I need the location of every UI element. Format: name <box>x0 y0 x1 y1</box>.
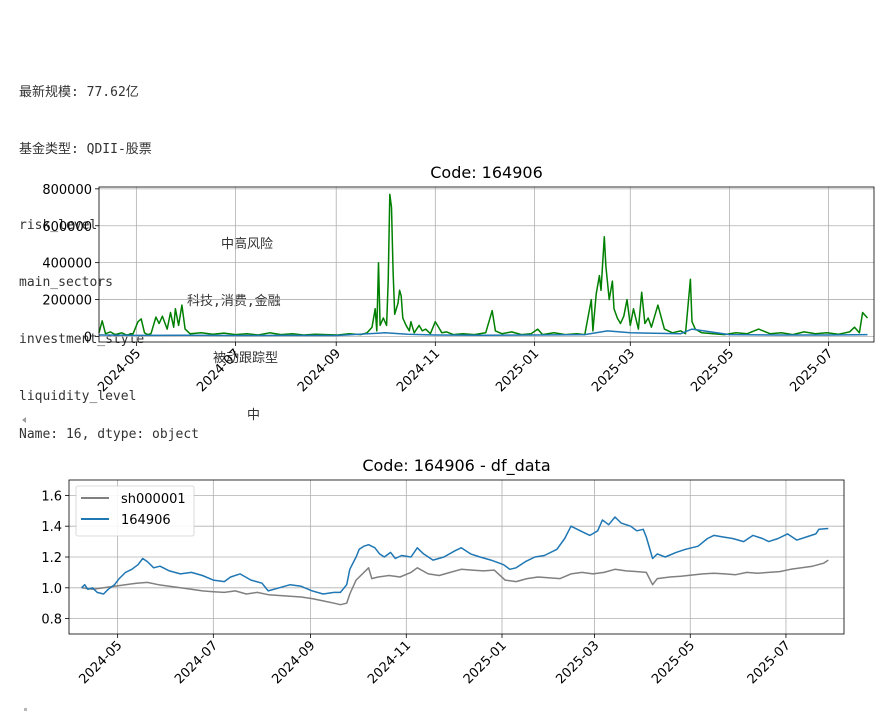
x-tick-label: 2024-11 <box>365 638 414 687</box>
liquidity-level-row: liquidity_level 中 <box>19 368 260 423</box>
y-tick-label: 1.0 <box>41 582 62 597</box>
x-tick-label: 2024-05 <box>95 346 144 395</box>
x-tick-label: 2025-05 <box>649 638 698 687</box>
series-line-164906 <box>81 516 829 595</box>
chart-title: Code: 164906 - df_data <box>362 456 550 476</box>
risk-level-row: risk_level 中高风险 <box>19 197 273 252</box>
y-tick-label: 200000 <box>42 294 92 309</box>
x-tick-label: 2024-05 <box>76 638 125 687</box>
fund-type-line: 基金类型: QDII-股票 <box>19 142 152 157</box>
y-tick-label: 0 <box>84 330 92 345</box>
risk-level-value: 中高风险 <box>221 237 274 252</box>
risk-level-key: risk_level <box>19 218 98 233</box>
series-footer-line: Name: 16, dtype: object <box>19 427 200 442</box>
series-line-sh000001 <box>81 559 829 606</box>
volume-chart: Code: 164906 0 200000 400000 600000 800000 202… <box>42 163 875 395</box>
scroll-indicator[interactable] <box>24 708 27 711</box>
scroll-left-arrow-icon[interactable] <box>22 417 26 423</box>
x-tick-label: 2024-07 <box>194 346 243 395</box>
plot-frame <box>68 479 845 635</box>
x-tick-label: 2024-07 <box>172 638 221 687</box>
y-tick-label: 1.4 <box>41 520 62 535</box>
y-tick-label: 1.2 <box>41 551 62 566</box>
fund-info-output: 最新规模: 77.62亿 基金类型: QDII-股票 risk_level 中高… <box>19 0 281 463</box>
investment-style-value: 被动跟踪型 <box>213 351 279 366</box>
y-tick-label: 0.8 <box>41 613 62 628</box>
y-tick-label: 800000 <box>42 183 92 198</box>
x-tick-label: 2025-01 <box>461 638 510 687</box>
liquidity-level-key: liquidity_level <box>19 389 137 404</box>
truncated-line <box>19 26 199 45</box>
series-line-1f77b4 <box>98 328 868 337</box>
series-line-008000 <box>98 193 869 336</box>
legend-label: 164906 <box>121 513 171 528</box>
y-tick-label: 600000 <box>42 220 92 235</box>
x-tick-label: 2024-09 <box>269 638 318 687</box>
chart-title: Code: 164906 <box>430 163 543 182</box>
main-sectors-value: 科技,消费,金融 <box>187 294 281 309</box>
x-tick-label: 2024-09 <box>295 346 344 395</box>
nav-comparison-chart: Code: 164906 - df_data 0.8 1.0 1.2 1.4 1.6 202… <box>41 456 845 687</box>
x-tick-label: 2025-07 <box>787 346 836 395</box>
x-tick-label: 2024-11 <box>394 346 443 395</box>
y-tick-label: 1.6 <box>41 489 62 504</box>
legend-label: sh000001 <box>121 492 186 507</box>
x-tick-label: 2025-03 <box>553 638 602 687</box>
latest-scale-line: 最新规模: 77.62亿 <box>19 85 139 100</box>
x-tick-label: 2025-03 <box>589 346 638 395</box>
plot-frame <box>98 186 875 343</box>
main-sectors-key: main_sectors <box>19 275 113 290</box>
x-tick-label: 2025-01 <box>493 346 542 395</box>
liquidity-level-value: 中 <box>247 408 261 423</box>
y-tick-label: 400000 <box>42 257 92 272</box>
x-tick-label: 2025-07 <box>745 638 794 687</box>
x-tick-label: 2025-05 <box>688 346 737 395</box>
main-sectors-row: main_sectors 科技,消费,金融 <box>19 254 281 309</box>
